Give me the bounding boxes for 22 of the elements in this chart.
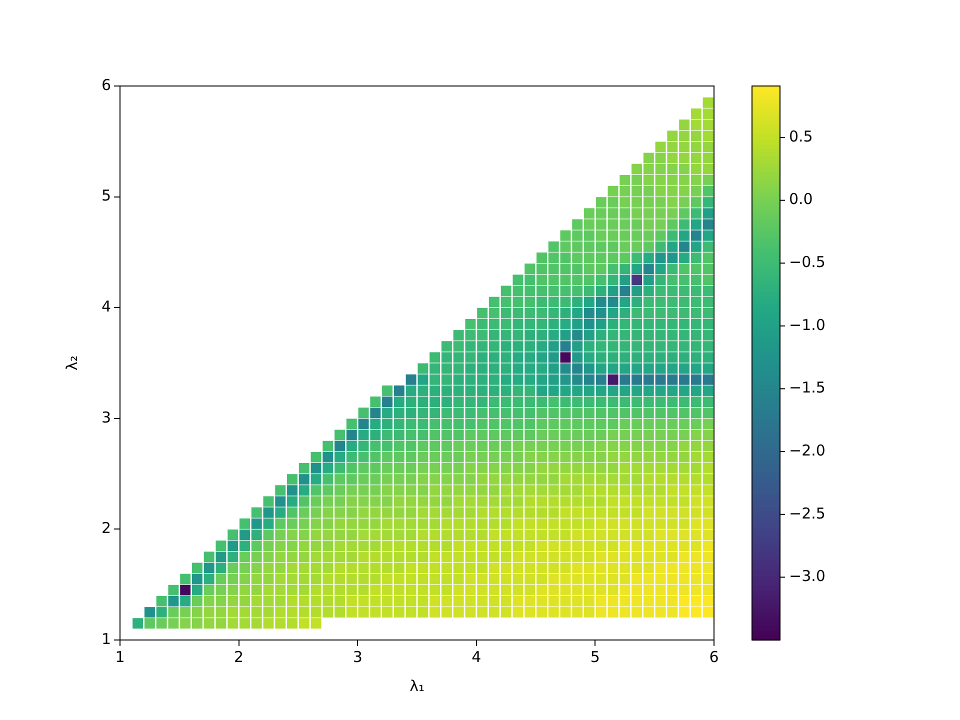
y-tick-label: 2 xyxy=(101,519,111,538)
x-tick-label: 4 xyxy=(472,648,482,666)
y-tick-label: 6 xyxy=(101,76,111,94)
x-tick-label: 5 xyxy=(590,648,600,666)
y-tick-label: 3 xyxy=(101,408,111,426)
x-axis-title: λ₁ xyxy=(410,676,424,695)
y-tick-label: 1 xyxy=(101,630,111,648)
x-tick-label: 1 xyxy=(115,648,125,666)
color-bar-label: −2.0 xyxy=(789,441,826,460)
color-bar-label: −2.5 xyxy=(789,504,826,522)
x-tick-label: 6 xyxy=(709,648,719,666)
color-bar-label: −1.5 xyxy=(789,378,826,397)
color-bar-label: −3.0 xyxy=(789,567,826,586)
y-tick-label: 4 xyxy=(101,297,111,316)
color-bar-label: −1.0 xyxy=(789,316,826,334)
color-bar-label: 0.5 xyxy=(789,127,813,146)
x-tick-label: 3 xyxy=(352,648,362,666)
color-bar-label: −0.5 xyxy=(789,253,826,272)
color-bar-label: 0.0 xyxy=(789,190,813,208)
y-tick-label: 5 xyxy=(101,186,111,205)
x-tick-label: 2 xyxy=(234,648,244,666)
y-axis-title: λ₂ xyxy=(62,356,81,370)
